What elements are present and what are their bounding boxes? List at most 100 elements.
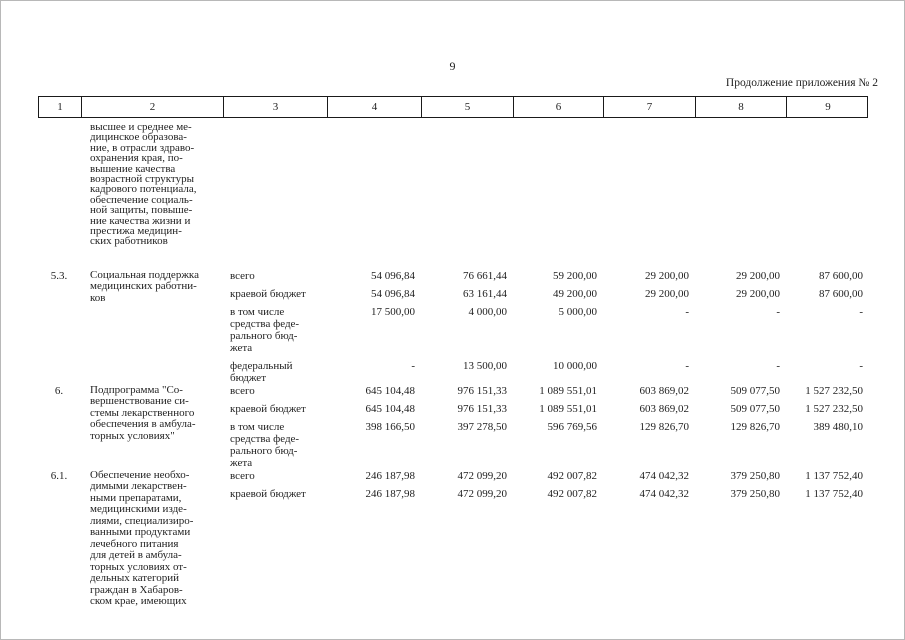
value-cell: 29 200,00 (736, 269, 780, 282)
table-body: высшее и среднее ме- дицинское образова-… (38, 122, 868, 608)
value-cell: - (411, 359, 415, 372)
row-name-text: Социальная поддержка медицинских работни… (90, 268, 199, 304)
value-cell: 59 200,00 (553, 269, 597, 282)
value-cell: 976 151,33 (457, 384, 508, 397)
value-cell: - (776, 305, 780, 318)
budget-subrow: всего 54 096,84 76 661,44 59 200,00 29 2… (222, 270, 868, 282)
value-cell: 17 500,00 (371, 305, 415, 318)
value-cell: 474 042,32 (639, 469, 690, 482)
table-row-6: 6. Подпрограмма "Со- вершенствование си-… (38, 383, 868, 469)
row-name-text: Обеспечение необхо- димыми лекарствен- н… (90, 468, 194, 608)
table-row-continuation: высшее и среднее ме- дицинское образова-… (38, 122, 868, 247)
budget-type-label: всего (230, 269, 255, 282)
value-cell: 474 042,32 (639, 487, 690, 500)
value-cell: 129 826,70 (639, 420, 690, 433)
value-cell: 29 200,00 (645, 287, 689, 300)
table-row-6-1: 6.1. Обеспечение необхо- димыми лекарств… (38, 468, 868, 608)
budget-subrow: федеральный бюджет - 13 500,00 10 000,00… (222, 360, 868, 384)
row-values-area: всего 54 096,84 76 661,44 59 200,00 29 2… (222, 270, 868, 384)
value-cell: 54 096,84 (371, 287, 415, 300)
value-cell: 472 099,20 (457, 469, 508, 482)
value-cell: 63 161,44 (463, 287, 507, 300)
table-row-5-3: 5.3. Социальная поддержка медицинских ра… (38, 268, 868, 384)
row-number: 5.3. (50, 269, 68, 282)
value-cell: 4 000,00 (468, 305, 508, 318)
value-cell: 509 077,50 (730, 402, 781, 415)
value-cell: 5 000,00 (558, 305, 598, 318)
budget-subrow: в том числе средства феде- рального бюд-… (222, 421, 868, 469)
column-number-cell: 1 (57, 101, 63, 113)
column-number-cell: 8 (695, 97, 786, 117)
budget-type-label: в том числе средства феде- рального бюд-… (230, 420, 300, 469)
value-cell: - (685, 359, 689, 372)
budget-subrow: в том числе средства феде- рального бюд-… (222, 306, 868, 354)
value-cell: 1 137 752,40 (805, 469, 863, 482)
value-cell: 976 151,33 (457, 402, 508, 415)
value-cell: 379 250,80 (730, 487, 781, 500)
column-number-cell: 4 (327, 97, 421, 117)
value-cell: 49 200,00 (553, 287, 597, 300)
budget-type-label: краевой бюджет (230, 402, 306, 415)
value-cell: - (859, 359, 863, 372)
value-cell: 54 096,84 (371, 269, 415, 282)
row-name-text: Подпрограмма "Со- вершенствование си- ст… (90, 383, 196, 442)
value-cell: 246 187,98 (365, 487, 416, 500)
value-cell: - (859, 305, 863, 318)
column-number-cell: 3 (223, 97, 327, 117)
value-cell: 472 099,20 (457, 487, 508, 500)
value-cell: 1 089 551,01 (539, 402, 597, 415)
table-column-number-row: 1 2 3 4 5 6 7 8 9 (38, 96, 868, 118)
value-cell: 645 104,48 (365, 384, 416, 397)
value-cell: 596 769,56 (547, 420, 598, 433)
value-cell: 1 089 551,01 (539, 384, 597, 397)
value-cell: 492 007,82 (547, 487, 598, 500)
value-cell: 492 007,82 (547, 469, 598, 482)
value-cell: - (685, 305, 689, 318)
column-number-cell: 9 (786, 97, 869, 117)
value-cell: 397 278,50 (457, 420, 508, 433)
row-name-text: высшее и среднее ме- дицинское образова-… (90, 121, 197, 248)
value-cell: 76 661,44 (463, 269, 507, 282)
column-number-cell: 2 (81, 97, 223, 117)
appendix-note: Продолжение приложения № 2 (725, 77, 878, 89)
value-cell: 1 527 232,50 (805, 402, 863, 415)
column-number-cell: 7 (603, 97, 695, 117)
row-values-area: всего 645 104,48 976 151,33 1 089 551,01… (222, 385, 868, 469)
budget-type-label: краевой бюджет (230, 487, 306, 500)
budget-type-label: федеральный бюджет (230, 359, 293, 384)
budget-subrow: всего 645 104,48 976 151,33 1 089 551,01… (222, 385, 868, 397)
value-cell: 29 200,00 (736, 287, 780, 300)
budget-type-label: всего (230, 384, 255, 397)
value-cell: 645 104,48 (365, 402, 416, 415)
value-cell: 246 187,98 (365, 469, 416, 482)
value-cell: 1 527 232,50 (805, 384, 863, 397)
budget-subrow: краевой бюджет 246 187,98 472 099,20 492… (222, 488, 868, 500)
value-cell: 389 480,10 (813, 420, 864, 433)
value-cell: 10 000,00 (553, 359, 597, 372)
value-cell: 87 600,00 (819, 269, 863, 282)
value-cell: 379 250,80 (730, 469, 781, 482)
value-cell: 87 600,00 (819, 287, 863, 300)
budget-subrow: краевой бюджет 54 096,84 63 161,44 49 20… (222, 288, 868, 300)
row-values-area: всего 246 187,98 472 099,20 492 007,82 4… (222, 470, 868, 500)
value-cell: 603 869,02 (639, 384, 690, 397)
value-cell: 29 200,00 (645, 269, 689, 282)
page-number: 9 (449, 59, 456, 73)
budget-subrow: краевой бюджет 645 104,48 976 151,33 1 0… (222, 403, 868, 415)
value-cell: - (776, 359, 780, 372)
budget-type-label: всего (230, 469, 255, 482)
value-cell: 603 869,02 (639, 402, 690, 415)
value-cell: 509 077,50 (730, 384, 781, 397)
value-cell: 13 500,00 (463, 359, 507, 372)
row-number: 6. (54, 384, 64, 397)
value-cell: 129 826,70 (730, 420, 781, 433)
column-number-cell: 6 (513, 97, 603, 117)
value-cell: 1 137 752,40 (805, 487, 863, 500)
budget-subrow: всего 246 187,98 472 099,20 492 007,82 4… (222, 470, 868, 482)
row-number: 6.1. (50, 469, 68, 482)
value-cell: 398 166,50 (365, 420, 416, 433)
budget-type-label: в том числе средства феде- рального бюд-… (230, 305, 300, 354)
budget-type-label: краевой бюджет (230, 287, 306, 300)
column-number-cell: 5 (421, 97, 513, 117)
